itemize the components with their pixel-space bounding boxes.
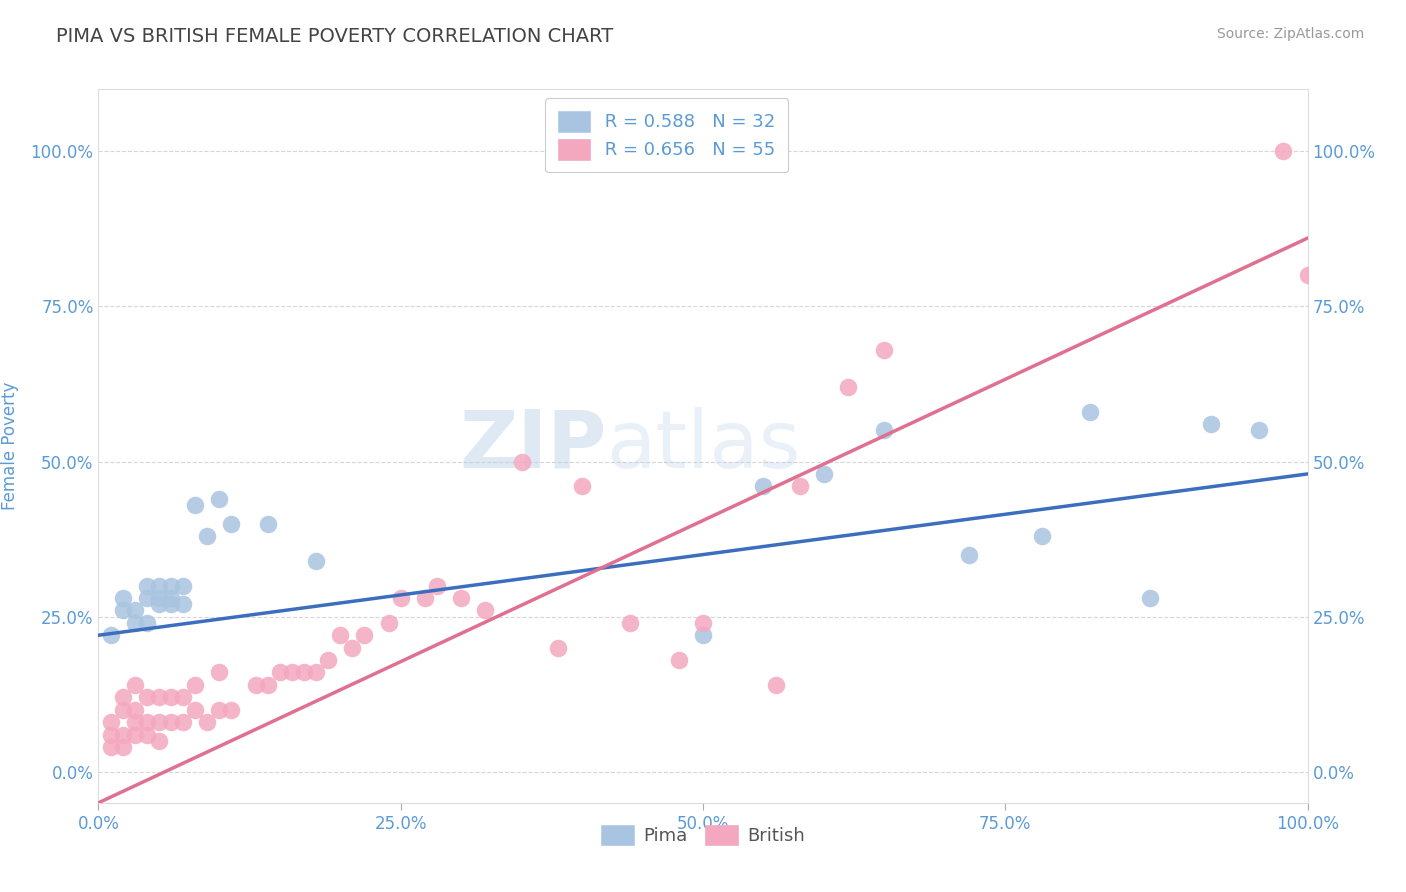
Point xyxy=(692,628,714,642)
Point xyxy=(100,727,122,741)
Point xyxy=(765,678,787,692)
Point xyxy=(208,703,231,717)
Point xyxy=(957,548,980,562)
Point xyxy=(172,597,194,611)
Point xyxy=(160,579,183,593)
Point xyxy=(1031,529,1053,543)
Point xyxy=(269,665,291,680)
Point xyxy=(510,454,533,468)
Point xyxy=(752,479,775,493)
Point xyxy=(450,591,472,605)
Point xyxy=(292,665,315,680)
Point xyxy=(426,579,449,593)
Point xyxy=(184,498,207,512)
Text: atlas: atlas xyxy=(606,407,800,485)
Point xyxy=(195,529,218,543)
Point xyxy=(100,739,122,754)
Point xyxy=(413,591,436,605)
Point xyxy=(789,479,811,493)
Point xyxy=(221,703,243,717)
Point xyxy=(124,615,146,630)
Point xyxy=(148,591,170,605)
Y-axis label: Female Poverty: Female Poverty xyxy=(1,382,20,510)
Point xyxy=(571,479,593,493)
Point xyxy=(281,665,304,680)
Text: PIMA VS BRITISH FEMALE POVERTY CORRELATION CHART: PIMA VS BRITISH FEMALE POVERTY CORRELATI… xyxy=(56,27,613,45)
Point xyxy=(135,715,157,730)
Point xyxy=(148,579,170,593)
Point xyxy=(172,579,194,593)
Point xyxy=(692,615,714,630)
Point xyxy=(172,690,194,705)
Point xyxy=(111,603,134,617)
Point xyxy=(100,715,122,730)
Text: Source: ZipAtlas.com: Source: ZipAtlas.com xyxy=(1216,27,1364,41)
Point xyxy=(160,591,183,605)
Point xyxy=(172,715,194,730)
Point xyxy=(148,690,170,705)
Point xyxy=(148,733,170,747)
Point xyxy=(245,678,267,692)
Point xyxy=(184,703,207,717)
Point xyxy=(547,640,569,655)
Point xyxy=(111,703,134,717)
Point xyxy=(305,665,328,680)
Point xyxy=(1272,145,1295,159)
Point xyxy=(160,715,183,730)
Point xyxy=(316,653,339,667)
Point xyxy=(100,628,122,642)
Point xyxy=(148,715,170,730)
Point xyxy=(135,727,157,741)
Point xyxy=(111,739,134,754)
Point xyxy=(1199,417,1222,432)
Point xyxy=(160,597,183,611)
Point xyxy=(208,491,231,506)
Point xyxy=(256,516,278,531)
Point xyxy=(256,678,278,692)
Point xyxy=(1296,268,1319,283)
Point xyxy=(329,628,352,642)
Point xyxy=(124,678,146,692)
Point xyxy=(184,678,207,692)
Point xyxy=(1139,591,1161,605)
Point xyxy=(1249,424,1271,438)
Point xyxy=(160,690,183,705)
Point xyxy=(837,380,859,394)
Point xyxy=(619,615,641,630)
Point xyxy=(305,554,328,568)
Point xyxy=(148,597,170,611)
Point xyxy=(1078,405,1101,419)
Point xyxy=(377,615,399,630)
Point xyxy=(124,603,146,617)
Point xyxy=(135,690,157,705)
Point xyxy=(111,591,134,605)
Point xyxy=(221,516,243,531)
Point xyxy=(124,703,146,717)
Point xyxy=(135,615,157,630)
Point xyxy=(353,628,375,642)
Point xyxy=(111,727,134,741)
Point xyxy=(389,591,412,605)
Text: ZIP: ZIP xyxy=(458,407,606,485)
Point xyxy=(668,653,690,667)
Point xyxy=(111,690,134,705)
Point xyxy=(124,727,146,741)
Point xyxy=(873,343,896,357)
Point xyxy=(208,665,231,680)
Point xyxy=(195,715,218,730)
Point xyxy=(342,640,364,655)
Legend: Pima, British: Pima, British xyxy=(589,812,817,858)
Point xyxy=(135,591,157,605)
Point xyxy=(873,424,896,438)
Point xyxy=(474,603,496,617)
Point xyxy=(813,467,835,481)
Point xyxy=(135,579,157,593)
Point xyxy=(124,715,146,730)
